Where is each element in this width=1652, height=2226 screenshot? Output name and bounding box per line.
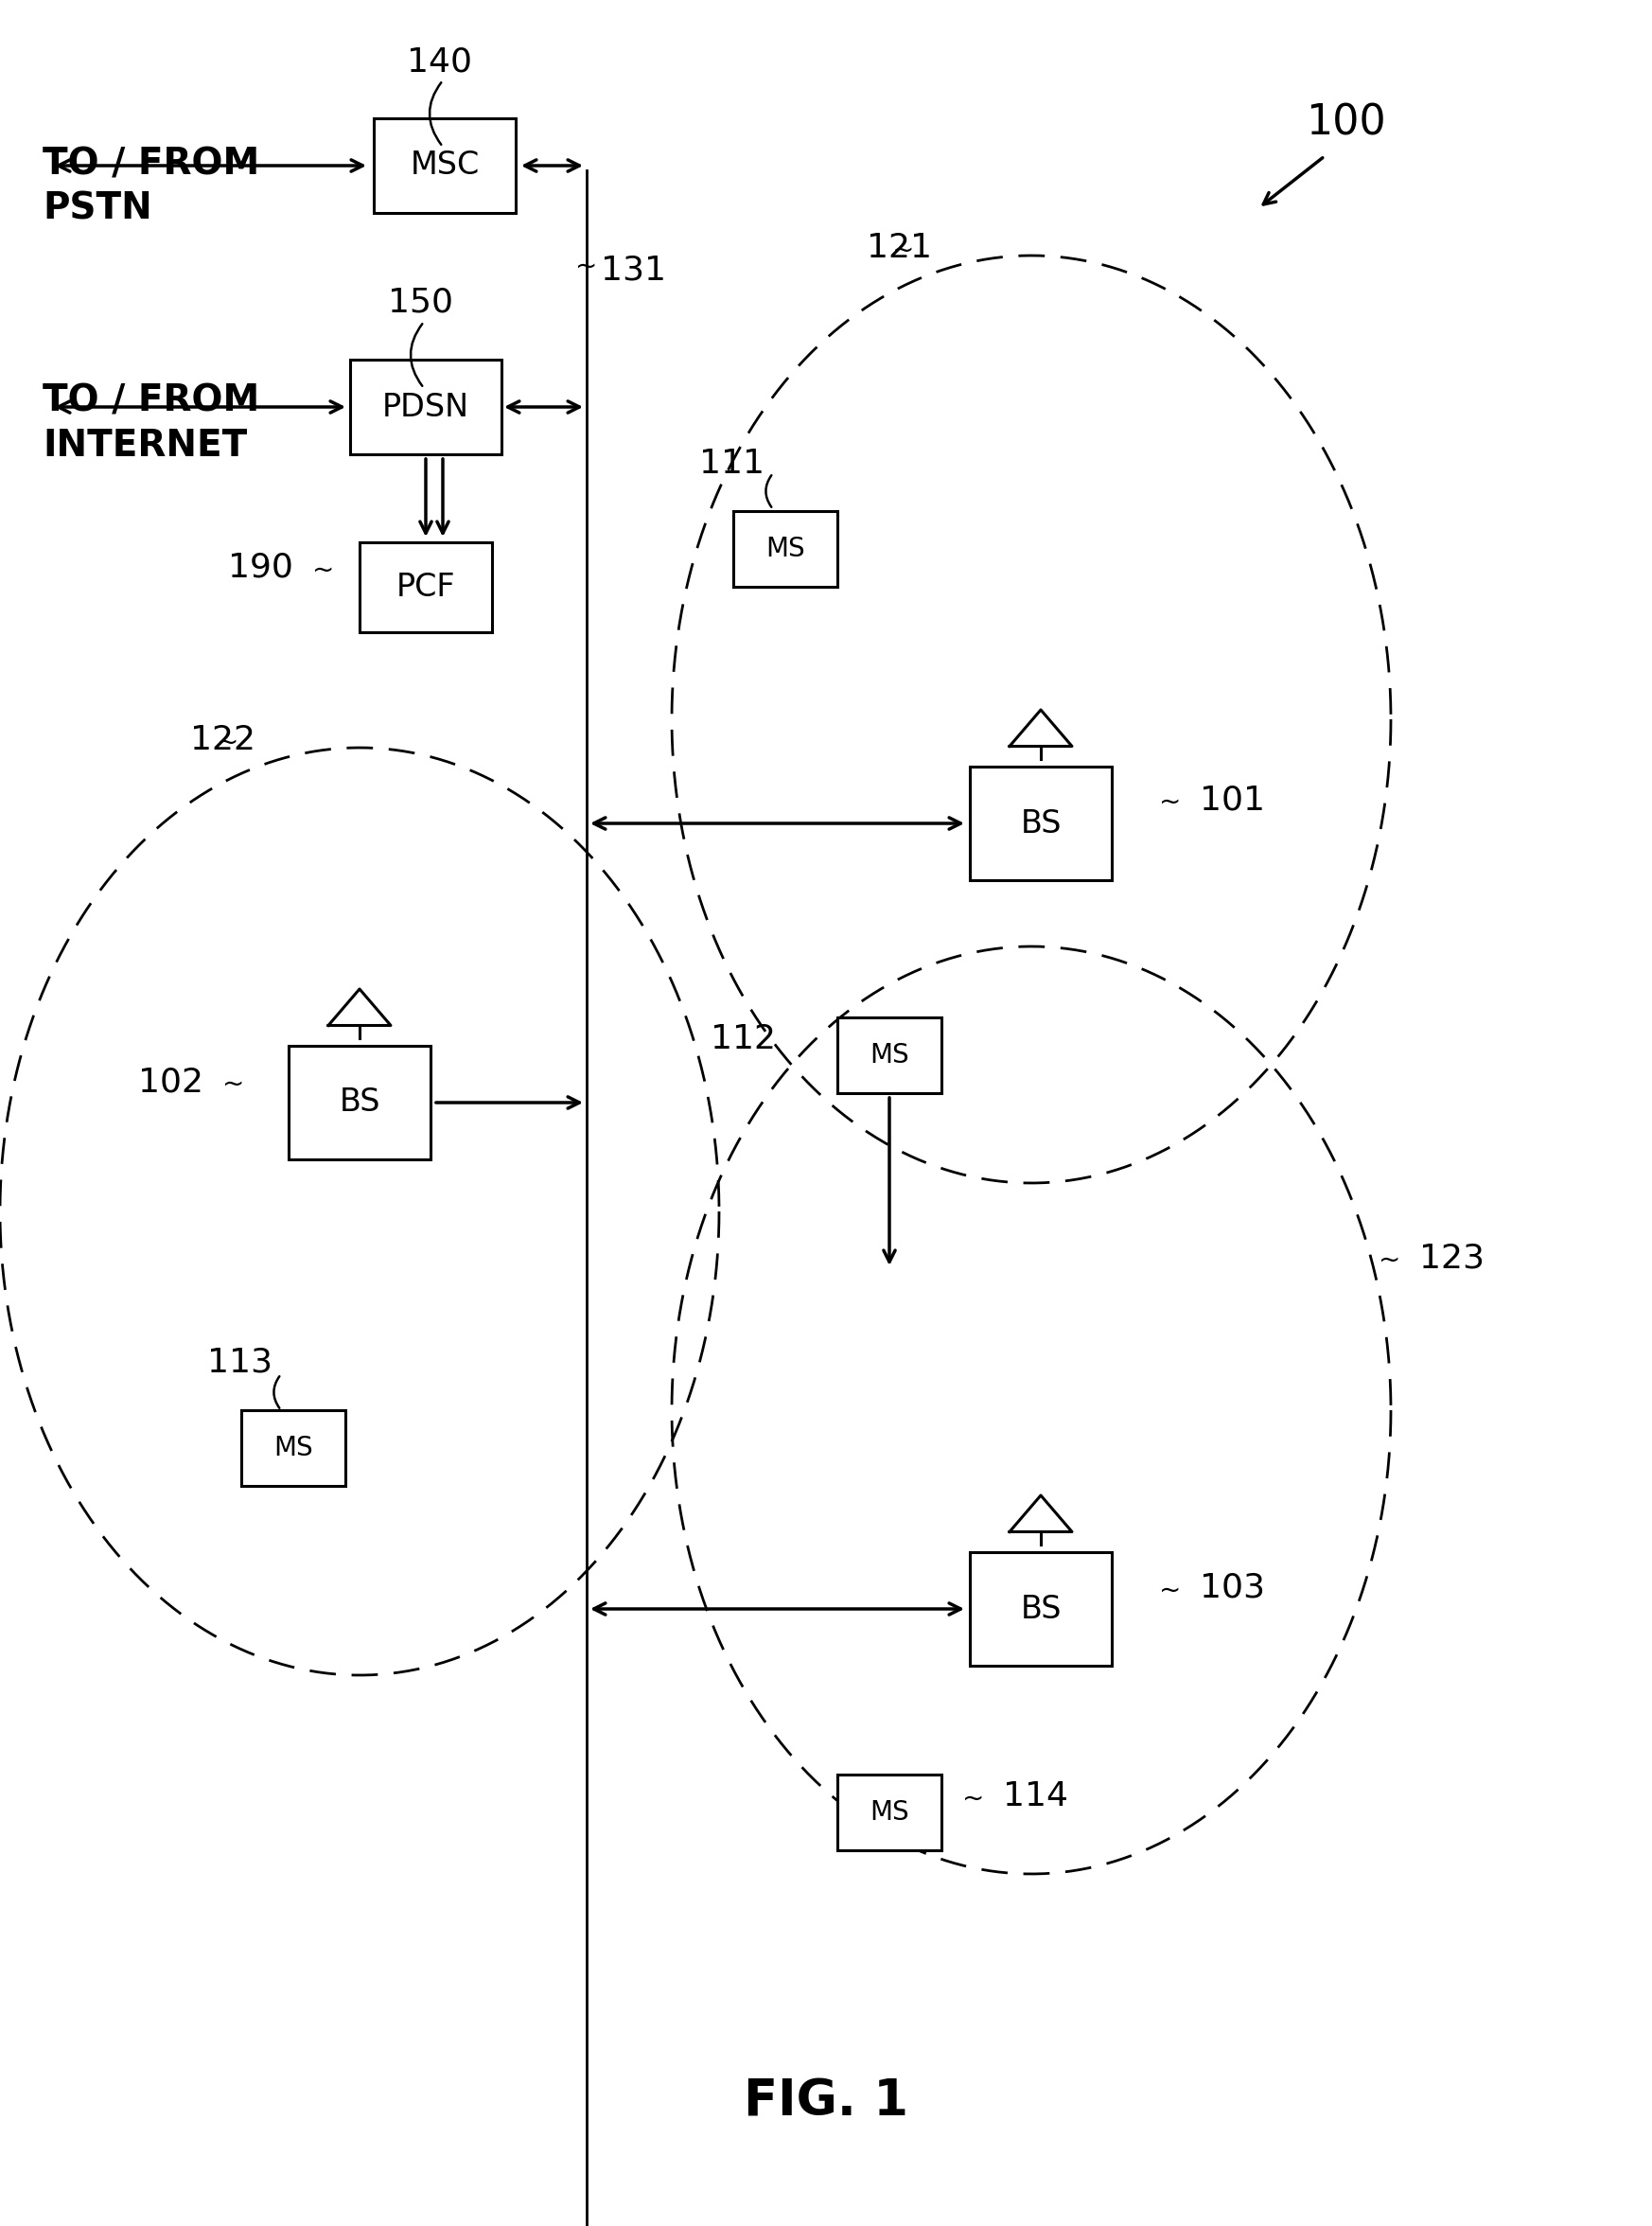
FancyBboxPatch shape <box>373 118 515 214</box>
Text: PDSN: PDSN <box>382 392 469 423</box>
Text: 140: 140 <box>408 45 472 78</box>
Text: BS: BS <box>1021 1594 1061 1625</box>
FancyBboxPatch shape <box>970 766 1112 879</box>
FancyBboxPatch shape <box>970 1552 1112 1665</box>
Text: TO / FROM
PSTN: TO / FROM PSTN <box>43 147 259 227</box>
Text: 111: 111 <box>699 447 765 481</box>
Text: TO / FROM
INTERNET: TO / FROM INTERNET <box>43 383 259 463</box>
Text: 190: 190 <box>228 552 294 583</box>
Text: ~: ~ <box>575 254 598 280</box>
FancyBboxPatch shape <box>733 512 838 588</box>
Text: BS: BS <box>339 1086 380 1117</box>
Text: ~: ~ <box>892 238 914 265</box>
Text: ~: ~ <box>1158 1578 1181 1605</box>
FancyBboxPatch shape <box>241 1411 345 1487</box>
Text: ~: ~ <box>312 556 334 583</box>
Text: 123: 123 <box>1419 1242 1485 1275</box>
Text: 150: 150 <box>388 287 454 318</box>
Text: ~: ~ <box>1378 1247 1401 1273</box>
Text: 122: 122 <box>190 723 256 757</box>
Text: MS: MS <box>765 536 805 563</box>
Text: MS: MS <box>869 1799 909 1825</box>
Text: PCF: PCF <box>396 572 456 603</box>
Text: 121: 121 <box>867 232 932 265</box>
Text: ~: ~ <box>216 730 238 757</box>
Text: 102: 102 <box>139 1066 203 1097</box>
Text: 131: 131 <box>601 254 666 285</box>
FancyBboxPatch shape <box>838 1017 942 1093</box>
Text: 112: 112 <box>710 1024 776 1055</box>
Text: 114: 114 <box>1003 1781 1069 1812</box>
FancyBboxPatch shape <box>289 1046 431 1160</box>
Text: MSC: MSC <box>410 149 479 180</box>
Text: 100: 100 <box>1305 102 1386 142</box>
Text: ~: ~ <box>961 1785 985 1812</box>
FancyBboxPatch shape <box>838 1774 942 1850</box>
Text: 113: 113 <box>206 1347 273 1378</box>
Text: BS: BS <box>1021 808 1061 839</box>
FancyBboxPatch shape <box>350 361 502 454</box>
Text: ~: ~ <box>1158 790 1181 815</box>
Text: FIG. 1: FIG. 1 <box>743 2077 909 2126</box>
FancyBboxPatch shape <box>360 541 492 632</box>
Text: ~: ~ <box>223 1071 244 1097</box>
Text: 103: 103 <box>1199 1572 1265 1605</box>
Text: MS: MS <box>869 1042 909 1068</box>
Text: 101: 101 <box>1199 784 1265 815</box>
Text: MS: MS <box>274 1436 312 1460</box>
